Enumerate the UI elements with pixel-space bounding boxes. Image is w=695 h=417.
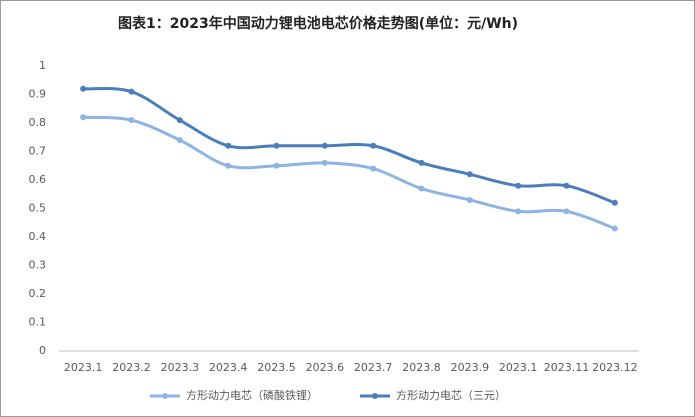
x-tick-label: 2023.4 xyxy=(209,361,248,374)
y-tick-label: 0.3 xyxy=(29,259,47,272)
point xyxy=(418,159,425,166)
series-line xyxy=(83,115,616,230)
x-tick-label: 2023.9 xyxy=(451,361,490,374)
x-tick-label: 2023.11 xyxy=(544,361,590,374)
x-tick-label: 2023.1 xyxy=(64,361,103,374)
legend-marker xyxy=(162,393,168,399)
point xyxy=(370,142,377,149)
legend-label: 方形动力电芯（磷酸铁锂） xyxy=(186,388,318,402)
point xyxy=(273,142,280,149)
point xyxy=(611,199,618,206)
point xyxy=(563,182,570,189)
point xyxy=(128,117,135,124)
point xyxy=(370,165,377,172)
point xyxy=(515,208,522,215)
point xyxy=(466,171,473,178)
y-tick-label: 0.1 xyxy=(29,316,47,329)
x-tick-label: 2023.2 xyxy=(112,361,151,374)
x-tick-label: 2023.7 xyxy=(354,361,393,374)
x-tick-label: 2023.8 xyxy=(402,361,441,374)
point xyxy=(418,185,425,192)
point xyxy=(611,225,618,232)
point xyxy=(225,142,232,149)
x-tick-label: 2023.6 xyxy=(306,361,345,374)
y-tick-label: 0.5 xyxy=(29,202,47,215)
y-tick-label: 0.7 xyxy=(29,145,47,158)
point xyxy=(225,162,232,169)
y-tick-label: 0.4 xyxy=(29,230,47,243)
y-tick-label: 0.6 xyxy=(29,173,47,186)
legend-marker xyxy=(372,393,378,399)
series-line xyxy=(83,86,616,205)
x-tick-label: 2023.5 xyxy=(257,361,296,374)
point xyxy=(176,117,183,124)
point xyxy=(80,85,87,92)
point xyxy=(176,137,183,144)
y-tick-label: 0.8 xyxy=(29,116,47,129)
point xyxy=(80,114,87,121)
y-tick-label: 1 xyxy=(39,59,46,72)
point xyxy=(321,159,328,166)
point xyxy=(515,182,522,189)
y-tick-label: 0.2 xyxy=(29,287,47,300)
chart-title: 图表1：2023年中国动力锂电池电芯价格走势图(单位：元/Wh) xyxy=(118,15,518,32)
x-tick-label: 2023.3 xyxy=(161,361,200,374)
x-tick-label: 2023.12 xyxy=(592,361,638,374)
point xyxy=(466,196,473,203)
legend-label: 方形动力电芯（三元） xyxy=(396,388,506,402)
point xyxy=(128,88,135,95)
point xyxy=(273,162,280,169)
y-tick-label: 0 xyxy=(39,344,46,357)
y-tick-label: 0.9 xyxy=(29,88,47,101)
point xyxy=(321,142,328,149)
x-tick-label: 2023.1 xyxy=(499,361,538,374)
point xyxy=(563,208,570,215)
